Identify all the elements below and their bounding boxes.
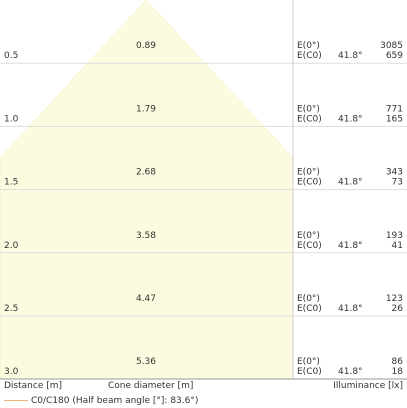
distance-axis-label: Distance [m]: [4, 381, 63, 391]
distance-value: 3.0: [4, 367, 19, 377]
legend: C0/C180 (Half beam angle [°]: 83.6°): [4, 396, 198, 408]
cone-diameter-value: 0.89: [136, 41, 156, 51]
angle-value: 41.8°: [338, 241, 363, 251]
cone-diameter-value: 1.79: [136, 104, 156, 114]
ec0-label: E(C0): [297, 178, 322, 188]
e0-label: E(0°): [297, 231, 320, 241]
e0-label: E(0°): [297, 168, 320, 178]
e0-label: E(0°): [297, 294, 320, 304]
angle-value: 41.8°: [338, 304, 363, 314]
e0-label: E(0°): [297, 104, 320, 114]
distance-value: 0.5: [4, 51, 18, 61]
e0-label: E(0°): [297, 41, 320, 51]
ec0-value: 165: [386, 114, 403, 124]
distance-value: 1.0: [4, 114, 19, 124]
cone-diameter-value: 5.36: [136, 357, 156, 367]
legend-label: C0/C180 (Half beam angle [°]: 83.6°): [31, 396, 199, 406]
ec0-label: E(C0): [297, 114, 322, 124]
ec0-value: 18: [392, 367, 404, 377]
cone-diameter-value: 4.47: [136, 294, 156, 304]
angle-value: 41.8°: [338, 367, 363, 377]
cone-diameter-value: 3.58: [136, 231, 156, 241]
ec0-value: 73: [392, 178, 403, 188]
cone-diameter-axis-label: Cone diameter [m]: [108, 381, 194, 391]
e0-value: 86: [392, 357, 404, 367]
ec0-label: E(C0): [297, 367, 322, 377]
ec0-value: 26: [392, 304, 404, 314]
ec0-label: E(C0): [297, 51, 322, 61]
distance-value: 2.5: [4, 304, 18, 314]
illuminance-axis-label: Illuminance [lx]: [333, 381, 403, 391]
e0-value: 193: [386, 231, 403, 241]
ec0-value: 659: [386, 51, 403, 61]
e0-value: 343: [386, 168, 403, 178]
legend-line-swatch: [4, 400, 28, 401]
e0-value: 771: [386, 104, 403, 114]
ec0-label: E(C0): [297, 241, 322, 251]
e0-value: 123: [386, 294, 403, 304]
cone-diameter-value: 2.68: [136, 168, 156, 178]
angle-value: 41.8°: [338, 178, 363, 188]
e0-label: E(0°): [297, 357, 320, 367]
ec0-label: E(C0): [297, 304, 322, 314]
ec0-value: 41: [392, 241, 403, 251]
e0-value: 3085: [380, 41, 403, 51]
angle-value: 41.8°: [338, 51, 363, 61]
angle-value: 41.8°: [338, 114, 363, 124]
distance-value: 2.0: [4, 241, 19, 251]
distance-value: 1.5: [4, 178, 18, 188]
